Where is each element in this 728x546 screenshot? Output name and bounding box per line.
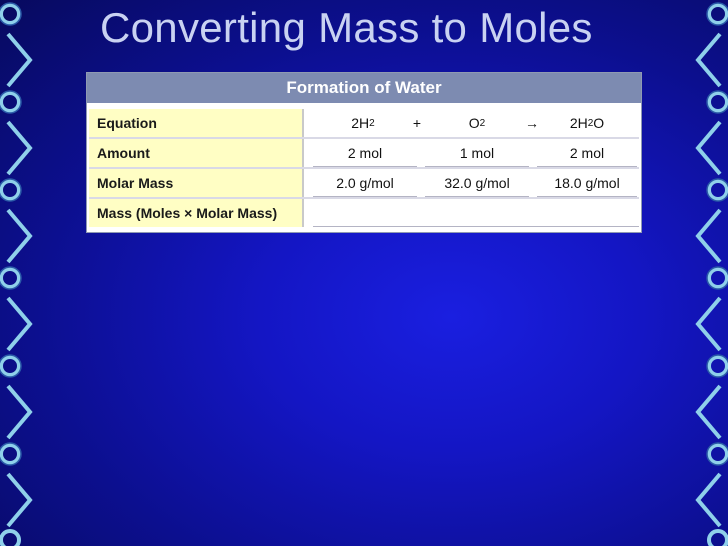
row-label-amount: Amount bbox=[89, 139, 304, 167]
product-post: O bbox=[593, 115, 605, 131]
mass-empty-cell bbox=[313, 199, 639, 227]
row-divider bbox=[89, 167, 639, 169]
molar-mass-h2: 2.0 g/mol bbox=[313, 169, 417, 197]
row-label-equation: Equation bbox=[89, 109, 304, 137]
mass-row: Mass (Moles × Molar Mass) bbox=[87, 199, 641, 227]
amount-h2o: 2 mol bbox=[537, 139, 637, 167]
amount-h2: 2 mol bbox=[313, 139, 417, 167]
row-divider bbox=[89, 197, 639, 199]
molar-mass-row: Molar Mass 2.0 g/mol 32.0 g/mol 18.0 g/m… bbox=[87, 169, 641, 197]
slide-title: Converting Mass to Moles bbox=[100, 4, 593, 51]
row-divider bbox=[89, 137, 639, 139]
row-label-molar-mass: Molar Mass bbox=[89, 169, 304, 197]
reactant-h2: 2H 2 bbox=[323, 109, 403, 137]
reactant2: O bbox=[468, 115, 480, 131]
molar-mass-o2: 32.0 g/mol bbox=[425, 169, 529, 197]
reactant1-coef: 2H bbox=[351, 115, 370, 131]
plus-sign: + bbox=[412, 115, 422, 131]
row-label-mass: Mass (Moles × Molar Mass) bbox=[89, 199, 304, 227]
reaction-arrow: → bbox=[525, 115, 539, 131]
reactant1-sub: 2 bbox=[369, 117, 375, 129]
amount-o2: 1 mol bbox=[425, 139, 529, 167]
product-sub: 2 bbox=[587, 117, 594, 129]
table-caption: Formation of Water bbox=[87, 73, 641, 103]
right-chain-border bbox=[695, 2, 728, 546]
left-chain-border bbox=[0, 2, 33, 546]
product-pre: 2H bbox=[569, 115, 588, 131]
reactant2-sub: 2 bbox=[479, 117, 486, 129]
product-h2o: 2H 2 O bbox=[547, 109, 627, 137]
molar-mass-h2o: 18.0 g/mol bbox=[537, 169, 637, 197]
amount-row: Amount 2 mol 1 mol 2 mol bbox=[87, 139, 641, 167]
